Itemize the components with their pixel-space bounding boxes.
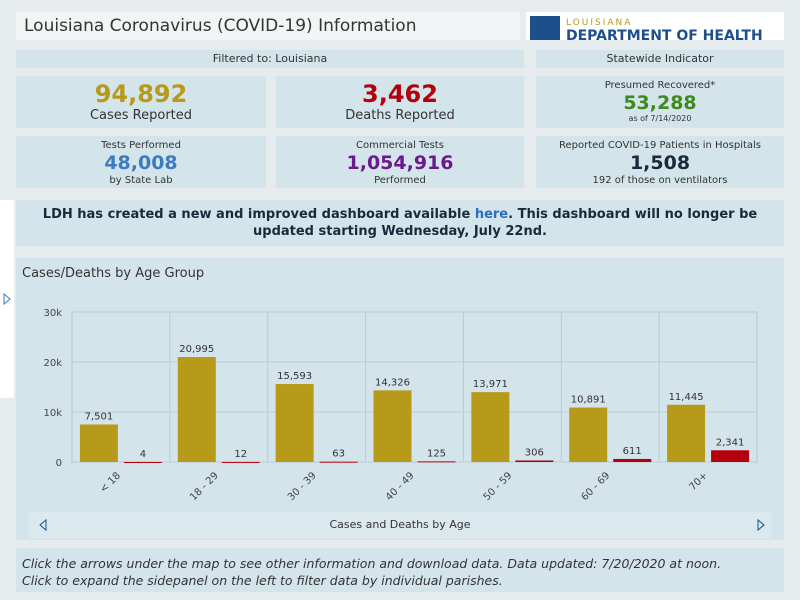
- data-label: 63: [332, 449, 345, 460]
- plot-area: [71, 311, 758, 463]
- banner: LDH has created a new and improved dashb…: [16, 200, 784, 246]
- kpi-value: 94,892: [94, 80, 188, 108]
- data-label: 14,326: [375, 377, 410, 388]
- kpi-value: 1,054,916: [346, 152, 454, 174]
- y-tick-label: 0: [56, 458, 62, 469]
- x-tick-label: 30 - 39: [286, 470, 319, 503]
- kpi-label: Cases Reported: [89, 108, 193, 123]
- bar: [275, 384, 314, 462]
- next-arrow[interactable]: [750, 512, 770, 538]
- x-tick-label: 50 - 59: [482, 470, 515, 503]
- x-tick-label: < 18: [98, 470, 123, 495]
- logo-bottom: DEPARTMENT OF HEALTH: [566, 28, 763, 40]
- logo-mark: [530, 16, 560, 40]
- kpi: Presumed Recovered* 53,288 as of 7/14/20…: [536, 76, 784, 128]
- banner-text: . This dashboard will no longer be updat…: [253, 207, 758, 239]
- x-tick-label: 60 - 69: [580, 470, 613, 503]
- footer: Click the arrows under the map to see ot…: [16, 548, 784, 592]
- banner-text: LDH has created a new and improved dashb…: [42, 207, 475, 222]
- kpi: 94,892 Cases Reported: [16, 76, 266, 128]
- bar: [319, 461, 358, 463]
- data-label: 7,501: [85, 411, 114, 422]
- kpi-title: Commercial Tests: [356, 140, 444, 151]
- nav-bar: Cases and Deaths by Age: [28, 512, 772, 538]
- kpi: 3,462 Deaths Reported: [276, 76, 524, 128]
- kpi-note: Performed: [374, 175, 426, 186]
- logo: LOUISIANA DEPARTMENT OF HEALTH: [526, 12, 784, 40]
- y-tick-label: 10k: [43, 408, 62, 419]
- x-tick-label: 40 - 49: [384, 470, 417, 503]
- bar: [613, 458, 652, 462]
- footer-line: Click the arrows under the map to see ot…: [22, 556, 722, 571]
- data-label: 611: [623, 446, 642, 457]
- bar: [221, 461, 260, 463]
- kpi-title: Presumed Recovered*: [604, 80, 716, 91]
- prev-arrow[interactable]: [34, 512, 54, 538]
- side-panel[interactable]: [0, 200, 14, 398]
- bar: [79, 424, 118, 462]
- x-tick-label: 18 - 29: [188, 470, 221, 503]
- page-title: Louisiana Coronavirus (COVID-19) Informa…: [16, 12, 520, 40]
- chart-title: Cases/Deaths by Age Group: [22, 266, 205, 281]
- logo-top: LOUISIANA: [566, 18, 633, 28]
- bar: [711, 450, 750, 462]
- kpi-title: Reported COVID-19 Patients in Hospitals: [558, 140, 762, 151]
- kpi-note: as of 7/14/2020: [628, 114, 692, 123]
- kpi-title: Tests Performed: [101, 140, 181, 151]
- filter-bar: Filtered to: Louisiana: [16, 50, 524, 68]
- kpi-note: by State Lab: [109, 175, 173, 186]
- chart-panel: Cases/Deaths by Age Group 0 10k 20k 30k 7,50…: [16, 258, 784, 540]
- x-tick-label: 70+: [687, 470, 710, 493]
- bar: [515, 460, 554, 462]
- side-arrow[interactable]: [0, 200, 14, 398]
- data-label: 125: [427, 448, 446, 459]
- bar: [177, 357, 216, 462]
- bar: [123, 461, 162, 463]
- data-label: 12: [234, 449, 247, 460]
- kpi-value: 48,008: [104, 152, 178, 174]
- bar: [471, 392, 510, 462]
- chart: 0 10k 20k 30k 7,501 4 < 18 20,995 12 18 - 29 15,59…: [43, 308, 758, 503]
- statewide-bar: Statewide Indicator: [536, 50, 784, 68]
- data-label: 10,891: [571, 395, 606, 406]
- data-label: 13,971: [473, 379, 508, 390]
- bar: [569, 407, 608, 462]
- footer-line: Click to expand the sidepanel on the lef…: [22, 573, 503, 588]
- kpi-note: 192 of those on ventilators: [592, 175, 728, 186]
- kpi: Reported COVID-19 Patients in Hospitals …: [536, 136, 784, 188]
- kpi-label: Deaths Reported: [345, 108, 455, 123]
- data-label: 15,593: [277, 371, 312, 382]
- kpi-value: 1,508: [629, 152, 691, 174]
- bar: [373, 390, 412, 462]
- y-tick-label: 20k: [43, 358, 62, 369]
- data-label: 20,995: [179, 344, 214, 355]
- bar: [417, 461, 456, 463]
- data-label: 306: [525, 447, 544, 458]
- banner-link[interactable]: here: [474, 207, 509, 222]
- data-label: 2,341: [716, 437, 745, 448]
- kpi-value: 53,288: [623, 92, 697, 114]
- bar: [667, 404, 706, 462]
- data-label: 11,445: [669, 392, 704, 403]
- kpi-value: 3,462: [362, 80, 438, 108]
- data-label: 4: [140, 449, 146, 460]
- kpi: Commercial Tests 1,054,916 Performed: [276, 136, 524, 188]
- y-tick-label: 30k: [43, 308, 62, 319]
- x-axis-title: Cases and Deaths by Age: [329, 518, 471, 531]
- kpi: Tests Performed 48,008 by State Lab: [16, 136, 266, 188]
